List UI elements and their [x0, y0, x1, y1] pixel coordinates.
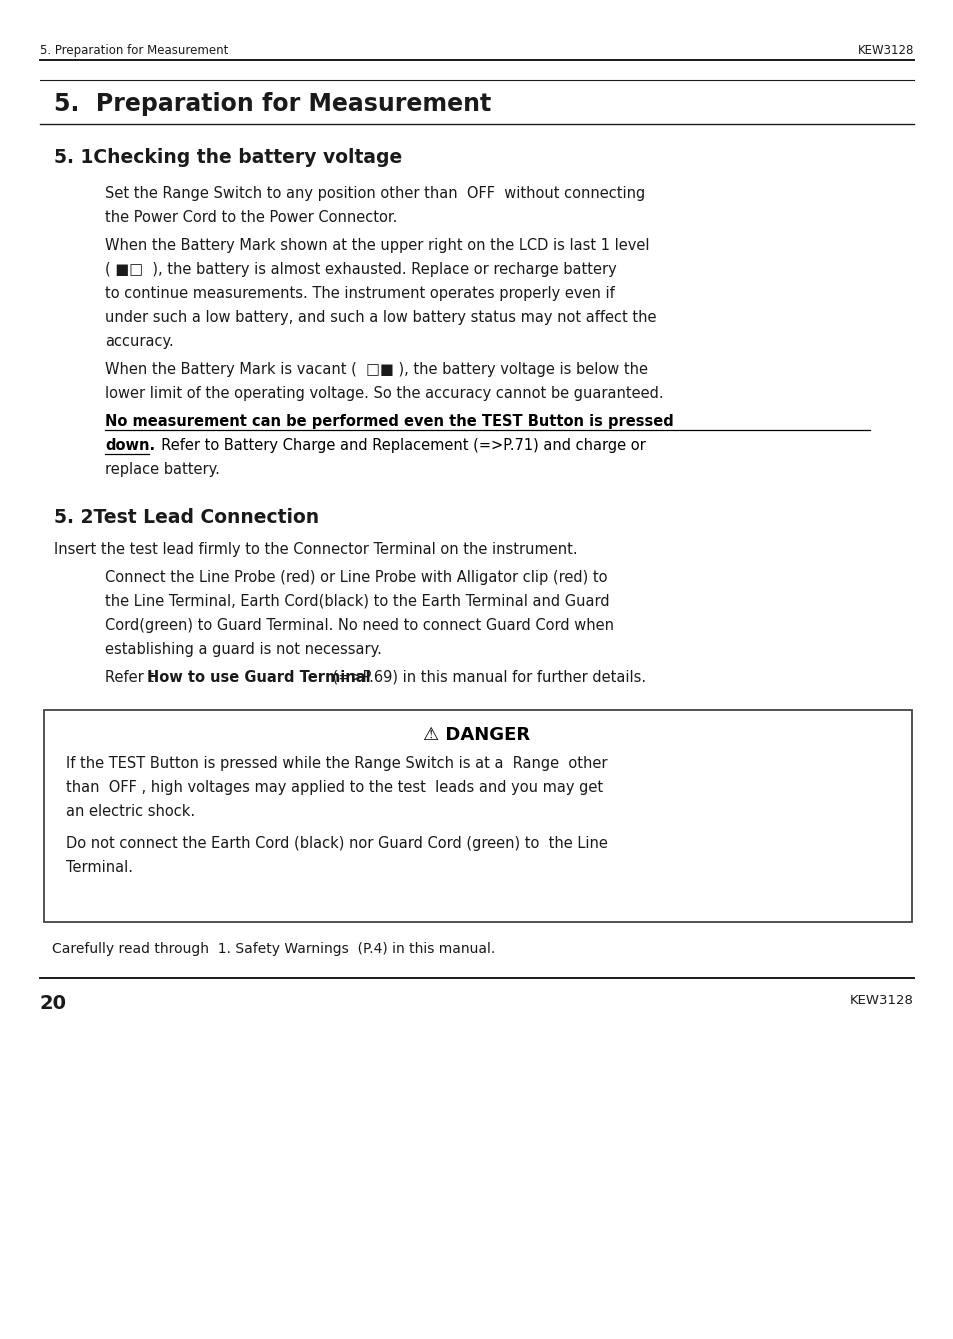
Text: down.: down. [105, 438, 155, 453]
Text: Do not connect the Earth Cord (black) nor Guard Cord (green) to  the Line: Do not connect the Earth Cord (black) no… [66, 836, 607, 852]
Text: Carefully read through  1. Safety Warnings  (P.4) in this manual.: Carefully read through 1. Safety Warning… [52, 943, 495, 956]
Text: ( ■□  ), the battery is almost exhausted. Replace or recharge battery: ( ■□ ), the battery is almost exhausted.… [105, 262, 616, 277]
Text: to continue measurements. The instrument operates properly even if: to continue measurements. The instrument… [105, 287, 614, 301]
Text: 20: 20 [40, 994, 67, 1014]
Text: When the Battery Mark shown at the upper right on the LCD is last 1 level: When the Battery Mark shown at the upper… [105, 238, 649, 253]
Text: When the Battery Mark is vacant (  □■ ), the battery voltage is below the: When the Battery Mark is vacant ( □■ ), … [105, 362, 647, 378]
Text: Refer to Battery Charge and Replacement (=>P.71) and charge or: Refer to Battery Charge and Replacement … [152, 438, 645, 453]
Text: (=>P.69) in this manual for further details.: (=>P.69) in this manual for further deta… [314, 670, 645, 686]
Text: 5. 1Checking the battery voltage: 5. 1Checking the battery voltage [54, 149, 402, 167]
Text: KEW3128: KEW3128 [849, 994, 913, 1007]
Text: Cord(green) to Guard Terminal. No need to connect Guard Cord when: Cord(green) to Guard Terminal. No need t… [105, 619, 614, 633]
Text: establishing a guard is not necessary.: establishing a guard is not necessary. [105, 641, 381, 657]
Text: Refer t: Refer t [105, 670, 154, 686]
Text: Set the Range Switch to any position other than  OFF  without connecting: Set the Range Switch to any position oth… [105, 186, 644, 201]
Text: If the TEST Button is pressed while the Range Switch is at a  Range  other: If the TEST Button is pressed while the … [66, 757, 607, 771]
Text: an electric shock.: an electric shock. [66, 803, 195, 819]
Text: accuracy.: accuracy. [105, 333, 173, 349]
Text: replace battery.: replace battery. [105, 462, 219, 477]
Text: Insert the test lead firmly to the Connector Terminal on the instrument.: Insert the test lead firmly to the Conne… [54, 542, 577, 557]
Text: KEW3128: KEW3128 [857, 44, 913, 58]
Text: Connect the Line Probe (red) or Line Probe with Alligator clip (red) to: Connect the Line Probe (red) or Line Pro… [105, 570, 607, 585]
Text: the Power Cord to the Power Connector.: the Power Cord to the Power Connector. [105, 210, 397, 225]
Text: How to use Guard Terminal: How to use Guard Terminal [147, 670, 370, 686]
Text: ⚠ DANGER: ⚠ DANGER [423, 726, 530, 744]
Text: under such a low battery, and such a low battery status may not affect the: under such a low battery, and such a low… [105, 311, 656, 325]
Text: No measurement can be performed even the TEST Button is pressed: No measurement can be performed even the… [105, 414, 673, 428]
Text: the Line Terminal, Earth Cord(black) to the Earth Terminal and Guard: the Line Terminal, Earth Cord(black) to … [105, 595, 609, 609]
Text: than  OFF , high voltages may applied to the test  leads and you may get: than OFF , high voltages may applied to … [66, 781, 602, 795]
Text: Terminal.: Terminal. [66, 860, 132, 874]
FancyBboxPatch shape [44, 710, 911, 923]
Text: 5.  Preparation for Measurement: 5. Preparation for Measurement [54, 92, 491, 116]
Text: 5. Preparation for Measurement: 5. Preparation for Measurement [40, 44, 228, 58]
Text: 5. 2Test Lead Connection: 5. 2Test Lead Connection [54, 507, 319, 528]
Text: lower limit of the operating voltage. So the accuracy cannot be guaranteed.: lower limit of the operating voltage. So… [105, 386, 663, 400]
